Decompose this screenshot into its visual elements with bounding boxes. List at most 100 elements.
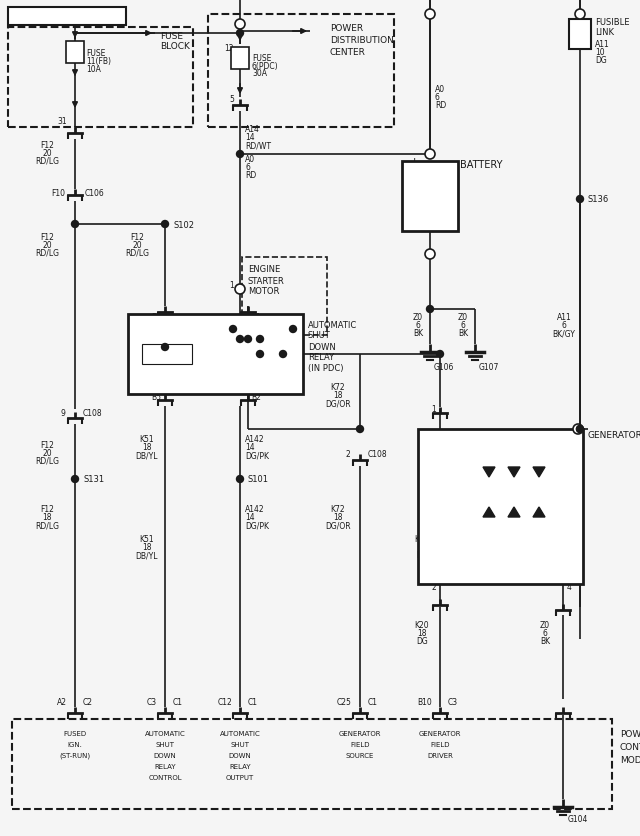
Bar [418,430,583,584]
Text: G106: G106 [434,363,454,372]
Text: DG/OR: DG/OR [325,521,351,530]
Bar [231,48,249,70]
Bar [402,162,458,232]
Text: F12: F12 [40,232,54,242]
Text: 10: 10 [595,48,605,57]
Text: DISTRIBUTION: DISTRIBUTION [330,35,394,44]
Circle shape [425,150,435,160]
Text: K72: K72 [331,505,346,514]
Circle shape [244,336,252,343]
Text: A142: A142 [245,435,264,444]
Text: C108: C108 [368,450,388,459]
Circle shape [573,425,583,435]
Text: K20: K20 [415,535,429,544]
Text: A14: A14 [245,125,260,135]
Text: K51: K51 [140,535,154,544]
Text: DRIVER: DRIVER [427,752,453,758]
Text: 31: 31 [58,117,67,126]
Text: 6: 6 [543,628,547,637]
Bar [66,42,84,64]
Text: +: + [410,157,419,167]
Text: S101: S101 [248,475,269,484]
Text: A11: A11 [557,314,572,322]
Text: DB/YL: DB/YL [136,451,158,460]
Text: 6: 6 [415,321,420,330]
Text: F12: F12 [130,232,144,242]
Circle shape [72,222,79,228]
Text: S102: S102 [173,220,194,229]
Circle shape [425,250,435,260]
Text: 18: 18 [417,628,427,637]
Circle shape [577,426,584,433]
Text: C3: C3 [448,698,458,706]
Text: 18: 18 [333,391,343,400]
Text: RD/LG: RD/LG [35,248,59,257]
Text: G104: G104 [568,814,588,823]
Text: OUTPUT: OUTPUT [226,774,254,780]
Text: RD/LG: RD/LG [35,521,59,530]
Polygon shape [483,467,495,477]
Text: DB/YL: DB/YL [136,551,158,560]
Text: 6(PDC): 6(PDC) [252,61,278,70]
Text: RD/LG: RD/LG [35,156,59,166]
Polygon shape [533,467,545,477]
Text: C25: C25 [337,698,352,706]
Text: Z0: Z0 [413,314,423,322]
Circle shape [577,196,584,203]
Text: GENERATOR: GENERATOR [339,730,381,737]
Text: B10: B10 [417,698,432,706]
Text: 20: 20 [42,240,52,249]
Text: F12: F12 [40,505,54,514]
Text: 6: 6 [461,321,465,330]
Text: LINK: LINK [595,28,614,37]
Text: CONTROL: CONTROL [148,774,182,780]
Circle shape [235,20,245,30]
Text: AUTOMATIC: AUTOMATIC [220,730,260,737]
Text: 2: 2 [345,450,350,459]
Text: DG/PK: DG/PK [245,521,269,530]
Text: POWER: POWER [330,23,363,33]
Bar [12,719,612,809]
Text: Z0: Z0 [458,314,468,322]
Text: POWERTRAIN: POWERTRAIN [620,730,640,739]
Text: 1: 1 [229,280,234,289]
Text: SHUT: SHUT [230,741,250,747]
Text: RD: RD [435,101,446,110]
Text: 6: 6 [245,163,250,172]
Text: C1: C1 [368,698,378,706]
Bar [142,344,192,364]
Bar [208,15,394,128]
Text: BLOCK: BLOCK [160,42,190,50]
Circle shape [161,344,168,351]
Text: 2: 2 [431,583,436,592]
Text: 18: 18 [417,543,427,552]
Text: DG/OR: DG/OR [325,399,351,408]
Text: DG: DG [416,551,428,560]
Circle shape [575,10,585,20]
Text: S131: S131 [83,475,104,484]
Circle shape [235,285,245,294]
Text: S136: S136 [588,196,609,204]
Polygon shape [508,507,520,517]
Text: BK: BK [413,329,423,338]
Text: A2: A2 [57,698,67,706]
Text: RD/LG: RD/LG [125,248,149,257]
Text: C1: C1 [173,698,183,706]
Bar [128,314,303,395]
Text: (IN PDC): (IN PDC) [308,364,344,373]
Circle shape [257,351,264,358]
Text: FUSE: FUSE [252,54,271,63]
Circle shape [237,30,243,38]
Text: 9: 9 [60,408,65,417]
Polygon shape [483,507,495,517]
Text: DG: DG [595,55,607,64]
Text: A142: A142 [245,505,264,514]
Text: CONTROL: CONTROL [620,742,640,752]
Text: C3: C3 [147,698,157,706]
Text: 6: 6 [561,321,566,330]
Text: RELAY: RELAY [154,763,176,769]
Text: K51: K51 [140,435,154,444]
Text: RD/WT: RD/WT [245,141,271,150]
Text: +: + [560,471,570,484]
Text: B5: B5 [151,393,161,402]
